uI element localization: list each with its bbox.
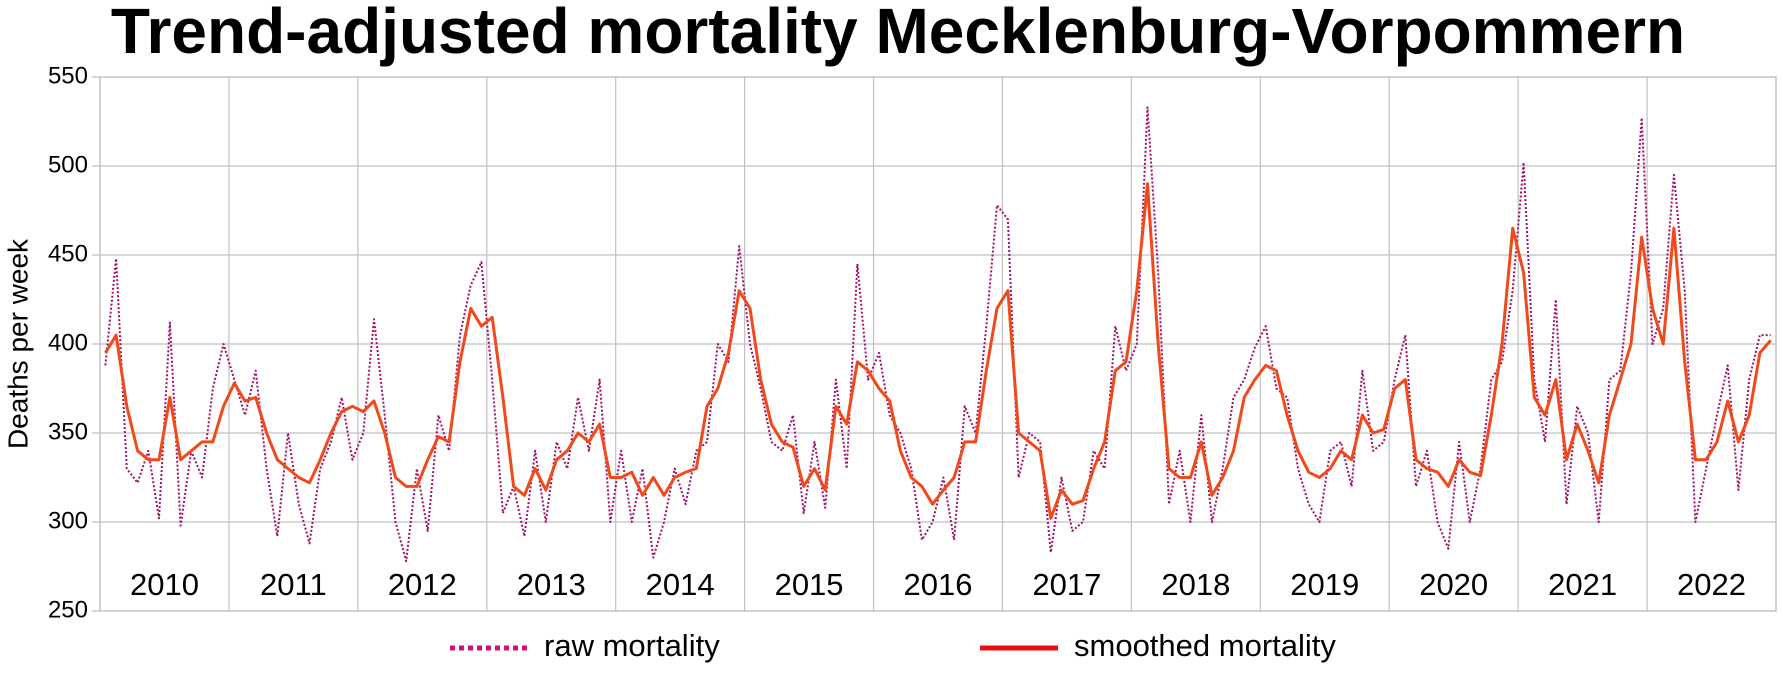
y-tick-label: 300 [48, 507, 88, 534]
x-category-label: 2012 [388, 567, 457, 602]
y-tick-label: 350 [48, 418, 88, 445]
x-category-label: 2016 [904, 567, 973, 602]
x-category-label: 2020 [1419, 567, 1488, 602]
x-category-label: 2011 [260, 567, 327, 602]
y-tick-label: 500 [48, 151, 88, 178]
x-category-label: 2019 [1290, 567, 1359, 602]
y-tick-label: 250 [48, 596, 88, 623]
x-category-label: 2010 [130, 567, 199, 602]
x-category-label: 2021 [1548, 567, 1617, 602]
x-category-label: 2013 [517, 567, 586, 602]
y-tick-label: 450 [48, 240, 88, 267]
x-category-label: 2017 [1032, 567, 1101, 602]
legend-label: smoothed mortality [1074, 628, 1336, 663]
y-axis-label: Deaths per week [2, 238, 33, 449]
series-line [104, 106, 1771, 563]
y-tick-label: 400 [48, 329, 88, 356]
chart-title: Trend-adjusted mortality Mecklenburg-Vor… [111, 0, 1685, 67]
x-category-label: 2018 [1161, 567, 1230, 602]
series-line [104, 182, 1772, 520]
x-category-label: 2022 [1677, 567, 1746, 602]
y-tick-label: 550 [48, 62, 88, 89]
legend-label: raw mortality [544, 628, 720, 663]
x-category-label: 2014 [646, 567, 715, 602]
x-category-label: 2015 [775, 567, 844, 602]
